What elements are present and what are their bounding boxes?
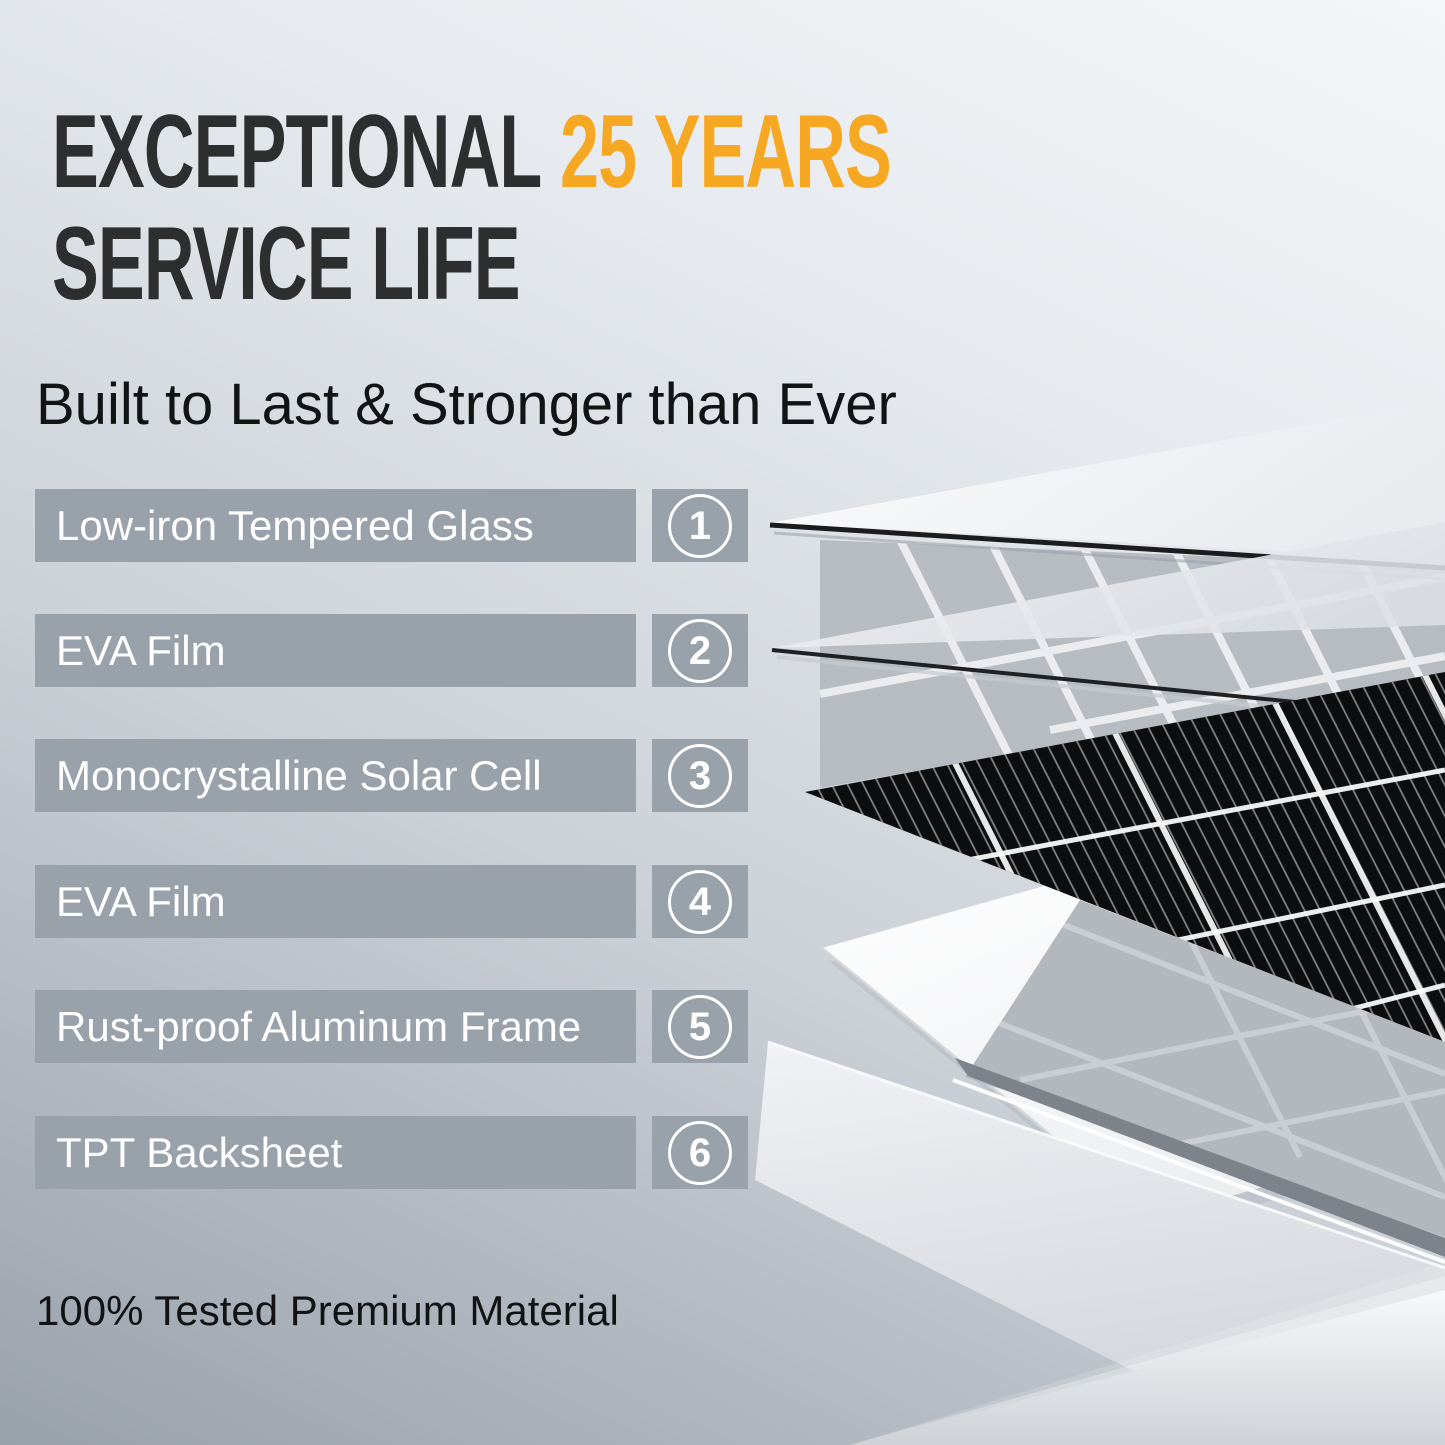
layer-number: 2 bbox=[688, 628, 712, 673]
layer-label-bar-2: EVA Film bbox=[35, 614, 636, 687]
number-circle-icon: 3 bbox=[668, 743, 732, 808]
number-circle-icon: 4 bbox=[668, 869, 732, 934]
title-dark-text: EXCEPTIONAL bbox=[52, 92, 542, 210]
layer-label-bar-1: Low-iron Tempered Glass bbox=[35, 489, 636, 562]
title-accent-text: 25 YEARS bbox=[559, 92, 892, 210]
layer-label: TPT Backsheet bbox=[56, 1128, 343, 1176]
layer-label: EVA Film bbox=[56, 877, 226, 925]
number-circle-icon: 6 bbox=[668, 1120, 732, 1185]
tpt-backsheet-graphic bbox=[850, 1262, 1445, 1445]
layer-number: 5 bbox=[688, 1004, 712, 1049]
layer-label-bar-5: Rust-proof Aluminum Frame bbox=[35, 990, 636, 1063]
layer-row-1: Low-iron Tempered Glass 1 bbox=[0, 489, 760, 562]
layer-number: 6 bbox=[688, 1130, 712, 1175]
number-circle-icon: 2 bbox=[668, 618, 732, 683]
layer-row-5: Rust-proof Aluminum Frame 5 bbox=[0, 990, 760, 1063]
page-title-line2: SERVICE LIFE bbox=[52, 204, 521, 322]
layer-number: 1 bbox=[688, 503, 712, 548]
layer-row-2: EVA Film 2 bbox=[0, 614, 760, 687]
layer-row-3: Monocrystalline Solar Cell 3 bbox=[0, 739, 760, 812]
title-spacer bbox=[541, 92, 560, 209]
page-title-line1: EXCEPTIONAL 25 YEARS bbox=[52, 99, 892, 203]
layer-number-box-1: 1 bbox=[652, 489, 748, 562]
layer-number-box-5: 5 bbox=[652, 990, 748, 1063]
layer-row-4: EVA Film 4 bbox=[0, 865, 760, 938]
layer-number: 4 bbox=[688, 879, 712, 924]
layer-number-box-4: 4 bbox=[652, 865, 748, 938]
layer-label-bar-6: TPT Backsheet bbox=[35, 1116, 636, 1189]
layer-label: EVA Film bbox=[56, 626, 226, 674]
layer-label: Monocrystalline Solar Cell bbox=[56, 751, 542, 799]
layer-label: Low-iron Tempered Glass bbox=[56, 501, 534, 549]
layer-label: Rust-proof Aluminum Frame bbox=[56, 1002, 582, 1050]
number-circle-icon: 5 bbox=[668, 994, 732, 1059]
footer-note: 100% Tested Premium Material bbox=[36, 1287, 619, 1334]
layer-number-box-3: 3 bbox=[652, 739, 748, 812]
layer-number-box-2: 2 bbox=[652, 614, 748, 687]
layer-label-bar-3: Monocrystalline Solar Cell bbox=[35, 739, 636, 812]
subtitle: Built to Last & Stronger than Ever bbox=[36, 372, 897, 437]
layer-number-box-6: 6 bbox=[652, 1116, 748, 1189]
eva-film-top-graphic bbox=[771, 522, 1445, 717]
number-circle-icon: 1 bbox=[668, 493, 732, 558]
layer-number: 3 bbox=[688, 753, 712, 798]
layer-label-bar-4: EVA Film bbox=[35, 865, 636, 938]
layer-row-6: TPT Backsheet 6 bbox=[0, 1116, 760, 1189]
